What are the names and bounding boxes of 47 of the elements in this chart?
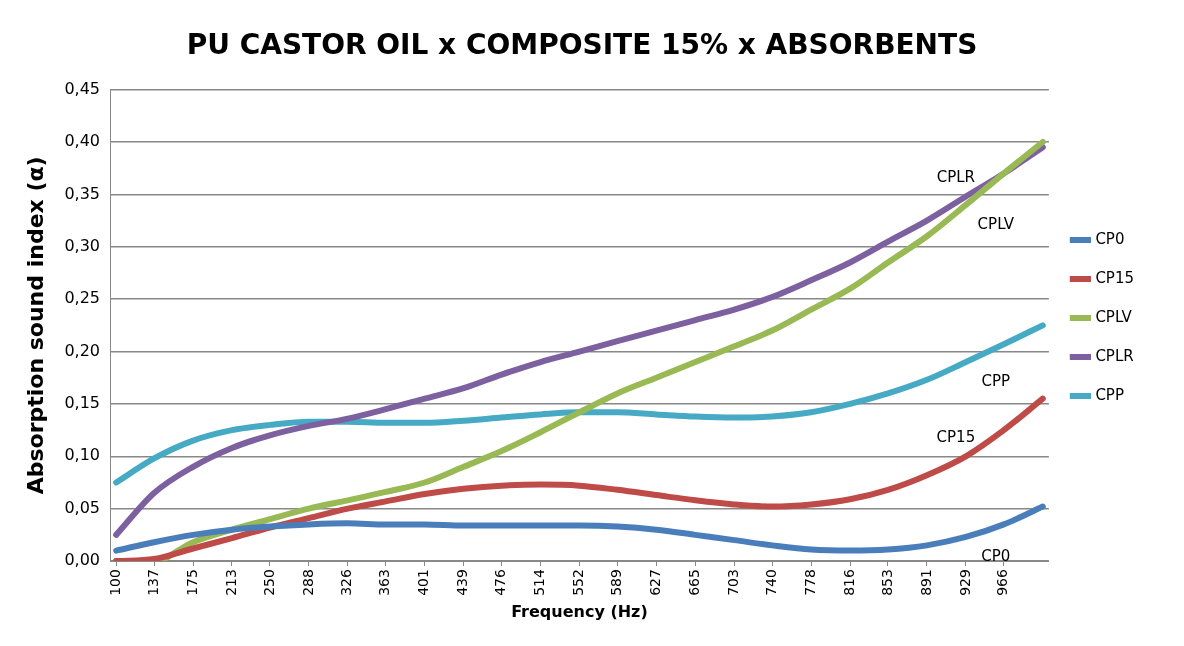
y-tick-label: 0,05: [64, 497, 101, 517]
x-tick-label: 213: [222, 569, 239, 596]
x-tick-label: 589: [608, 569, 625, 596]
x-tick-label: 552: [570, 569, 587, 596]
text: CPLR: [936, 168, 976, 187]
x-tick-label: 514: [531, 569, 548, 596]
x-tick-label: 816: [840, 569, 857, 596]
legend-label: CPP: [1095, 385, 1124, 404]
y-tick-label: 0,45: [64, 78, 101, 98]
y-tick-label: 0,30: [64, 235, 101, 255]
x-tick-label: 326: [338, 569, 355, 596]
x-tick-label: 288: [299, 569, 316, 596]
y-tick-label: 0,10: [64, 445, 101, 465]
x-tick-label: 703: [724, 569, 741, 596]
x-tick-label: 740: [762, 569, 779, 596]
x-tick-label: 175: [183, 569, 200, 596]
y-tick-label: 0,15: [64, 393, 101, 413]
legend-label: CPLV: [1095, 307, 1133, 326]
x-tick-label: 100: [106, 569, 123, 596]
text: CPP: [981, 371, 1011, 390]
x-tick-label: 250: [260, 569, 277, 596]
x-tick-label: 665: [685, 569, 702, 596]
x-tick-label: 853: [878, 569, 895, 596]
y-tick-label: 0,00: [64, 550, 101, 570]
text: CPLV: [977, 214, 1015, 233]
x-tick-label: 401: [415, 569, 432, 596]
legend-label: CP15: [1095, 268, 1134, 287]
x-tick-label: 476: [492, 569, 509, 596]
y-tick-label: 0,35: [64, 183, 101, 203]
x-tick-label: 778: [801, 569, 818, 596]
x-tick-label: 363: [376, 569, 393, 596]
text: CP0: [981, 546, 1011, 565]
x-tick-label: 627: [646, 569, 663, 596]
y-tick-label: 0,25: [64, 288, 101, 308]
y-tick-label: 0,40: [64, 131, 101, 151]
y-tick-label: 0,20: [64, 340, 101, 360]
legend-label: CP0: [1095, 229, 1125, 248]
legend-label: CPLR: [1095, 346, 1134, 365]
x-tick-label: 929: [956, 569, 973, 596]
x-tick-label: 891: [917, 569, 934, 596]
y-axis-title: Absorption sound index (α): [22, 156, 48, 495]
chart-title: PU CASTOR OIL x COMPOSITE 15% x ABSORBENTS: [186, 28, 978, 62]
x-tick-label: 966: [994, 569, 1011, 596]
x-tick-label: 137: [144, 569, 161, 596]
x-tick-label: 439: [454, 569, 471, 596]
x-axis-title: Frequency (Hz): [511, 601, 648, 621]
text: CP15: [936, 428, 976, 447]
